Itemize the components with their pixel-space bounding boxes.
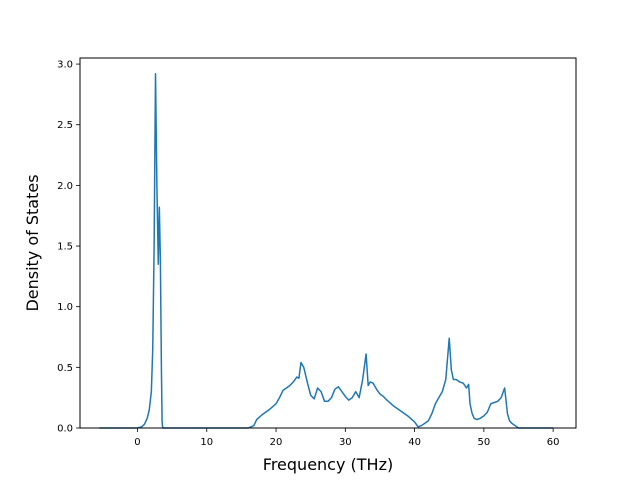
y-tick-label: 0.0 <box>57 424 73 435</box>
x-tick-label: 60 <box>547 437 560 448</box>
y-tick-label: 0.5 <box>57 363 73 374</box>
y-tick-label: 1.0 <box>57 302 73 313</box>
plot-frame <box>79 57 577 429</box>
x-tick-label: 0 <box>134 437 140 448</box>
y-axis-label: Density of States <box>23 174 42 311</box>
y-tick-label: 2.5 <box>57 120 73 131</box>
y-tick-label: 1.5 <box>57 242 73 253</box>
x-tick-label: 30 <box>339 437 352 448</box>
x-axis-ticks: 0 10 20 30 40 50 60 <box>134 428 560 448</box>
y-axis-ticks: 0.0 0.5 1.0 1.5 2.0 2.5 3.0 <box>57 60 80 435</box>
y-tick-label: 2.0 <box>57 181 73 192</box>
x-tick-label: 40 <box>408 437 421 448</box>
x-tick-label: 20 <box>270 437 283 448</box>
plot-area <box>80 58 576 428</box>
x-tick-label: 50 <box>477 437 490 448</box>
y-tick-label: 3.0 <box>57 60 73 71</box>
x-axis-label: Frequency (THz) <box>263 455 393 474</box>
x-tick-label: 10 <box>200 437 213 448</box>
